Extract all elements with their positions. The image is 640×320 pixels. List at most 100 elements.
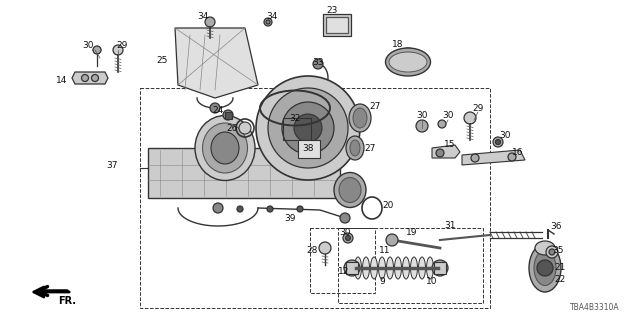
Text: TBA4B3310A: TBA4B3310A: [570, 303, 620, 312]
Text: 32: 32: [289, 114, 301, 123]
Text: 30: 30: [339, 228, 351, 236]
Polygon shape: [462, 150, 525, 165]
Text: 18: 18: [392, 39, 404, 49]
Circle shape: [432, 260, 448, 276]
Ellipse shape: [389, 52, 427, 72]
Circle shape: [256, 76, 360, 180]
Text: 23: 23: [326, 5, 338, 14]
Polygon shape: [175, 28, 258, 98]
Circle shape: [340, 213, 350, 223]
Circle shape: [268, 88, 348, 168]
Circle shape: [92, 75, 99, 82]
Text: 29: 29: [116, 41, 128, 50]
Bar: [346, 262, 358, 274]
Ellipse shape: [535, 241, 555, 255]
Text: 33: 33: [312, 58, 324, 67]
Circle shape: [416, 120, 428, 132]
Text: 16: 16: [512, 148, 524, 156]
Circle shape: [493, 137, 503, 147]
Bar: [298, 140, 320, 158]
Circle shape: [549, 249, 555, 255]
Text: 30: 30: [416, 110, 428, 119]
Ellipse shape: [410, 257, 417, 279]
Ellipse shape: [371, 257, 378, 279]
Ellipse shape: [387, 257, 394, 279]
Circle shape: [508, 153, 516, 161]
Ellipse shape: [385, 48, 431, 76]
Circle shape: [282, 102, 334, 154]
Text: 12: 12: [339, 268, 349, 276]
Circle shape: [266, 20, 270, 24]
Text: 14: 14: [56, 76, 68, 84]
Circle shape: [223, 110, 233, 120]
Text: 30: 30: [499, 131, 511, 140]
Ellipse shape: [378, 257, 385, 279]
Circle shape: [294, 114, 322, 142]
Circle shape: [436, 149, 444, 157]
Circle shape: [344, 260, 360, 276]
Bar: [434, 262, 446, 274]
Circle shape: [546, 246, 558, 258]
Ellipse shape: [362, 257, 369, 279]
Ellipse shape: [202, 123, 248, 173]
Circle shape: [213, 203, 223, 213]
Circle shape: [386, 234, 398, 246]
Polygon shape: [148, 148, 340, 198]
Circle shape: [464, 112, 476, 124]
Ellipse shape: [403, 257, 410, 279]
Bar: [225, 112, 232, 119]
Ellipse shape: [529, 244, 561, 292]
Circle shape: [313, 87, 323, 97]
Text: 15: 15: [444, 140, 456, 148]
Text: 29: 29: [472, 103, 484, 113]
Bar: [283, 118, 311, 140]
Text: 34: 34: [197, 12, 209, 20]
Bar: [326, 17, 348, 33]
Text: 10: 10: [426, 277, 438, 286]
Circle shape: [205, 17, 215, 27]
Text: 20: 20: [382, 201, 394, 210]
Circle shape: [297, 206, 303, 212]
Circle shape: [237, 206, 243, 212]
Circle shape: [267, 206, 273, 212]
Text: 31: 31: [444, 220, 456, 229]
Ellipse shape: [419, 257, 426, 279]
Ellipse shape: [350, 140, 360, 156]
Text: 26: 26: [227, 124, 237, 132]
Text: 34: 34: [266, 12, 278, 20]
Bar: [140, 88, 490, 308]
Ellipse shape: [239, 122, 251, 134]
Text: 28: 28: [307, 245, 317, 254]
Text: FR.: FR.: [58, 296, 76, 306]
Text: 39: 39: [284, 213, 296, 222]
Text: 11: 11: [380, 245, 391, 254]
Ellipse shape: [195, 116, 255, 180]
Ellipse shape: [339, 178, 361, 203]
Circle shape: [438, 120, 446, 128]
Text: 35: 35: [552, 245, 564, 254]
Polygon shape: [72, 72, 108, 84]
Text: 27: 27: [364, 143, 376, 153]
Ellipse shape: [346, 136, 364, 160]
Ellipse shape: [534, 251, 556, 285]
Text: 27: 27: [369, 101, 381, 110]
Circle shape: [210, 103, 220, 113]
Ellipse shape: [211, 132, 239, 164]
Ellipse shape: [355, 257, 362, 279]
Circle shape: [319, 242, 331, 254]
Circle shape: [113, 45, 123, 55]
Text: 38: 38: [302, 143, 314, 153]
Ellipse shape: [426, 257, 433, 279]
Circle shape: [81, 75, 88, 82]
Circle shape: [343, 233, 353, 243]
Text: 37: 37: [106, 161, 118, 170]
Circle shape: [264, 18, 272, 26]
Circle shape: [93, 46, 101, 54]
Text: 30: 30: [442, 110, 454, 119]
Text: 22: 22: [554, 276, 566, 284]
Circle shape: [346, 236, 351, 241]
Ellipse shape: [349, 104, 371, 132]
Bar: [338, 228, 483, 303]
Circle shape: [313, 59, 323, 69]
Ellipse shape: [394, 257, 401, 279]
